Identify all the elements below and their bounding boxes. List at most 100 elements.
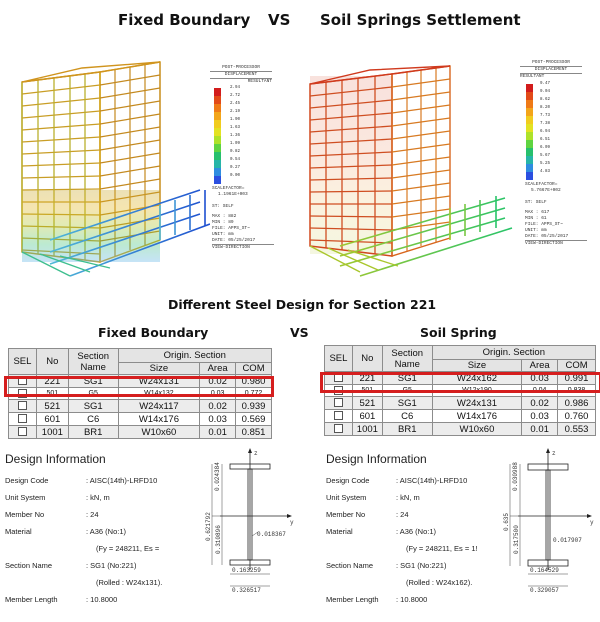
col-sel[interactable]: SEL: [324, 345, 353, 372]
value-design-code: : AISC(14th)-LRFD10: [86, 476, 158, 485]
cell-section: C6: [67, 412, 119, 426]
legend-sub: DISPLACEMENT: [210, 72, 272, 79]
cell-area: 0.02: [521, 396, 559, 410]
dim-web: 0.310896: [215, 525, 222, 554]
right-legend: POST-PROCESSOR DISPLACEMENT RESULTANT: [520, 60, 582, 80]
info-line: MIN : 61: [525, 216, 547, 221]
tick: 4.83: [540, 170, 551, 174]
cell-section: C6: [381, 409, 433, 423]
left-legend-info: SCALEFACTOR= 1.1961E+003 ST: SELF MAX : …: [212, 186, 274, 251]
right-design-title: Design Information: [326, 452, 427, 466]
tick: 8.20: [540, 106, 551, 110]
dim-bf-half: 0.164529: [530, 567, 559, 574]
label-design-code: Design Code: [326, 476, 370, 485]
col-no[interactable]: No: [351, 345, 383, 372]
table-row[interactable]: 1001 BR1 W10x60 0.01 0.553: [324, 422, 596, 436]
value-material: : A36 (No:1): [396, 527, 437, 536]
right-legend-info: SCALEFACTOR= 5.7667E+002 ST: SELF MAX : …: [525, 182, 587, 247]
table-row[interactable]: 521 SG1 W24x131 0.02 0.986: [324, 396, 596, 410]
cell-section: BR1: [381, 422, 433, 436]
tick: 7.73: [540, 114, 551, 118]
dim-height: 0.621792: [205, 512, 212, 541]
value-member-no: : 24: [86, 510, 99, 519]
tick: 1.90: [230, 118, 241, 122]
col-origin-section: Origin. Section: [431, 345, 597, 360]
row-checkbox[interactable]: [17, 401, 27, 411]
right-section-diagram: z y 0.030988 0.635 0.317500 0.017907 0.1…: [503, 448, 594, 594]
value-member-length: : 10.8000: [86, 595, 118, 604]
info-line: UNIT: mm: [525, 228, 547, 233]
right-section-table: SEL No Section Name Origin. Section Size…: [324, 345, 597, 436]
label-section-name: Section Name: [5, 561, 53, 570]
col-size[interactable]: Size: [431, 359, 523, 372]
tick: 5.25: [540, 162, 551, 166]
value-rolled: (Rolled : W24x131).: [96, 578, 163, 587]
col-section-name[interactable]: Section Name: [67, 348, 119, 375]
row-checkbox[interactable]: [333, 398, 343, 408]
section-title: Different Steel Design for Section 221: [168, 297, 437, 312]
cell-com: 0.553: [557, 422, 596, 436]
value-material-fy: (Fy = 248211, Es =: [96, 544, 160, 553]
tick: 0.54: [230, 158, 241, 162]
row-checkbox[interactable]: [17, 388, 27, 398]
col-com[interactable]: COM: [235, 362, 272, 375]
info-line: DATE: 05/25/2017: [212, 238, 256, 243]
row-checkbox[interactable]: [17, 427, 27, 437]
table-row[interactable]: 1001 BR1 W10x60 0.01 0.851: [8, 425, 272, 439]
col-origin-section: Origin. Section: [117, 348, 273, 363]
label-design-code: Design Code: [5, 476, 49, 485]
legend-header: POST-PROCESSOR: [210, 65, 272, 72]
table-row[interactable]: 601 C6 W14x176 0.03 0.760: [324, 409, 596, 423]
col-area[interactable]: Area: [199, 362, 237, 375]
dim-height: 0.635: [503, 513, 510, 531]
axis-z-label: z: [552, 450, 556, 457]
cell-size: W24x131: [431, 396, 523, 410]
view-direction: VIEW-DIRECTION: [212, 244, 274, 251]
vs-label: VS: [290, 325, 309, 340]
tick: 6.94: [540, 130, 551, 134]
cell-com: 0.986: [557, 396, 596, 410]
cell-com: 0.851: [235, 425, 272, 439]
table-row[interactable]: 601 C6 W14x176 0.03 0.569: [8, 412, 272, 426]
col-com[interactable]: COM: [557, 359, 596, 372]
col-section-name[interactable]: Section Name: [381, 345, 433, 372]
scale-label: SCALEFACTOR=: [212, 186, 245, 191]
cell-size: W24x117: [117, 399, 201, 413]
row-checkbox[interactable]: [333, 424, 343, 434]
left-color-scale: [214, 88, 221, 184]
label-unit-system: Unit System: [5, 493, 46, 502]
right-color-scale: [526, 84, 533, 180]
label-member-length: Member Length: [5, 595, 58, 604]
cell-section: SG1: [67, 399, 119, 413]
dim-tw: 0.017907: [553, 537, 582, 544]
info-line: FILE: APPS_ST~: [212, 226, 250, 231]
cell-size: W10x60: [431, 422, 523, 436]
row-checkbox[interactable]: [17, 414, 27, 424]
value-unit-system: : kN, m: [86, 493, 110, 502]
row-checkbox[interactable]: [333, 411, 343, 421]
tick: 0.27: [230, 166, 241, 170]
left-legend: POST-PROCESSOR DISPLACEMENT RESULTANT: [210, 65, 272, 85]
col-area[interactable]: Area: [521, 359, 559, 372]
tick: 2.45: [230, 102, 241, 106]
dim-top-flange: 0.030988: [512, 462, 519, 491]
tick: 6.51: [540, 138, 551, 142]
label-unit-system: Unit System: [326, 493, 367, 502]
cell-size: W10x60: [117, 425, 201, 439]
label-member-no: Member No: [326, 510, 366, 519]
value-member-no: : 24: [396, 510, 409, 519]
legend-label: RESULTANT: [520, 74, 545, 79]
right-row-highlight: [320, 372, 600, 393]
cell-area: 0.03: [199, 412, 237, 426]
title-fixed-boundary: Fixed Boundary: [118, 11, 251, 29]
value-material: : A36 (No:1): [86, 527, 127, 536]
value-section-name: : SG1 (No:221): [86, 561, 137, 570]
table-row[interactable]: 521 SG1 W24x117 0.02 0.939: [8, 399, 272, 413]
col-size[interactable]: Size: [117, 362, 201, 375]
cell-area: 0.01: [521, 422, 559, 436]
col-no[interactable]: No: [35, 348, 69, 375]
cell-com: 0.939: [235, 399, 272, 413]
col-sel[interactable]: SEL: [8, 348, 37, 375]
dim-web: 0.317500: [513, 525, 520, 554]
cell-no: 1001: [35, 425, 69, 439]
